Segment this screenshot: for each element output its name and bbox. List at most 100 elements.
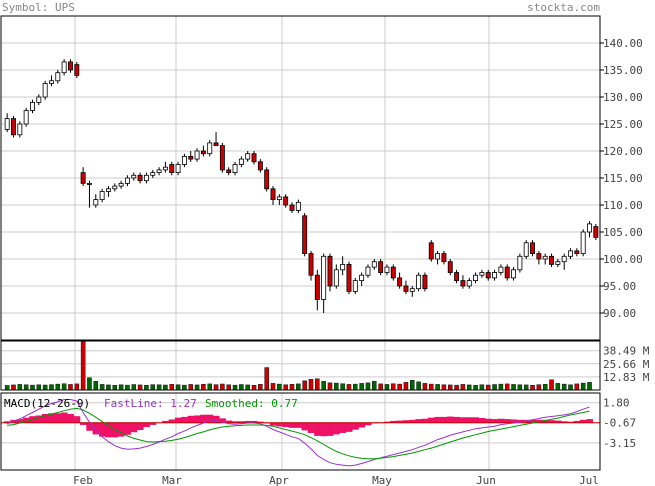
candle xyxy=(213,132,219,146)
candle xyxy=(11,115,16,138)
candle-body xyxy=(340,263,346,271)
volume-bar xyxy=(536,384,542,391)
macd-histogram-bar xyxy=(219,418,226,423)
volume-bar xyxy=(112,385,118,391)
macd-histogram-bar xyxy=(516,419,524,423)
volume-bar xyxy=(391,383,396,391)
price-y-ticks: 140.00 135.00 130.00 125.00 120.00 115.00 110.… xyxy=(600,37,643,320)
volume-bar xyxy=(264,367,269,391)
macd-histogram-bar xyxy=(269,422,277,426)
candle-body xyxy=(295,201,301,211)
panel-frame xyxy=(0,392,601,471)
macd-fastline xyxy=(7,399,590,467)
volume-bar xyxy=(125,384,130,391)
volume-bar xyxy=(296,383,301,391)
volume-bar xyxy=(549,379,554,391)
candle-body xyxy=(17,123,23,136)
candle xyxy=(289,202,295,214)
candle-body xyxy=(232,164,238,173)
candle xyxy=(61,59,67,76)
candle-body xyxy=(245,153,251,160)
candle-body xyxy=(11,118,16,136)
macd-histogram-bar xyxy=(282,422,290,428)
price-tick-label: 100.00 xyxy=(603,253,643,266)
candle-body xyxy=(169,164,175,173)
candle-body xyxy=(473,274,479,282)
price-tick-label: 90.00 xyxy=(603,307,636,320)
macd-histogram-bar xyxy=(314,422,321,436)
panel-frame xyxy=(0,15,601,341)
volume-bar xyxy=(479,384,485,391)
volume-bar xyxy=(542,384,548,391)
macd-histogram-bar xyxy=(136,422,144,431)
macd-histogram-bar xyxy=(447,416,454,423)
candle xyxy=(460,275,466,289)
volume-bar xyxy=(49,384,54,391)
macd-histogram-bar xyxy=(478,418,486,423)
macd-histogram-bar xyxy=(54,413,62,423)
volume-bar xyxy=(156,384,162,391)
candle-body xyxy=(207,142,213,155)
macd-tick-label: -0.67 xyxy=(603,417,636,430)
volume-bar xyxy=(118,384,124,391)
macd-histogram-bar xyxy=(573,420,581,423)
x-tick-label: Jun xyxy=(476,474,496,486)
candle-body xyxy=(511,269,517,279)
candle-body xyxy=(587,223,592,233)
candle xyxy=(485,269,491,281)
candle-body xyxy=(200,150,206,155)
macd-histogram-bar xyxy=(485,418,492,423)
candle xyxy=(403,280,409,295)
price-tick-label: 140.00 xyxy=(603,37,643,50)
volume-bar xyxy=(23,384,29,391)
volume-bar xyxy=(416,381,421,391)
volume-bar xyxy=(485,384,491,391)
volume-bar xyxy=(410,380,415,391)
volume-bar xyxy=(315,378,320,391)
candle-body xyxy=(4,118,10,130)
candle xyxy=(542,253,548,265)
volume-bar xyxy=(327,382,333,391)
volume-bars xyxy=(4,340,592,391)
candle xyxy=(238,156,244,168)
candle xyxy=(561,253,567,270)
price-tick-label: 105.00 xyxy=(603,226,643,239)
volume-bar xyxy=(530,385,535,391)
candle xyxy=(422,272,428,292)
macd-histogram-bar xyxy=(548,420,555,423)
volume-bar xyxy=(460,384,466,391)
candle xyxy=(479,269,485,278)
volume-bar xyxy=(207,383,212,391)
macd-histogram-bar xyxy=(333,422,340,435)
candle-body xyxy=(283,196,289,206)
macd-histogram-bar xyxy=(472,417,480,423)
candle xyxy=(441,250,447,265)
candle-body xyxy=(536,253,542,260)
volume-bar xyxy=(188,384,193,391)
macd-histogram-bar xyxy=(428,417,435,423)
candle xyxy=(30,99,35,114)
macd-histogram-bar xyxy=(244,420,252,423)
candle-body xyxy=(188,155,194,160)
volume-bar xyxy=(80,340,86,391)
candle-body xyxy=(333,269,339,287)
candle-body xyxy=(270,188,276,201)
volume-bar xyxy=(258,384,263,391)
volume-bar xyxy=(447,384,453,391)
price-tick-label: 125.00 xyxy=(603,118,643,131)
macd-histogram-bar xyxy=(105,422,112,438)
volume-bar xyxy=(194,384,200,391)
macd-histogram-bar xyxy=(434,416,442,423)
macd-histogram-bar xyxy=(124,422,131,435)
candle xyxy=(409,286,415,297)
volume-bar xyxy=(498,383,504,391)
candle-body xyxy=(289,204,295,211)
candle-body xyxy=(194,150,200,160)
candle-body xyxy=(131,174,137,179)
candle xyxy=(346,261,352,295)
candle xyxy=(200,145,206,157)
macd-tick-label: -3.15 xyxy=(603,437,636,450)
macd-histogram-bar xyxy=(60,412,68,423)
panel-frames xyxy=(0,15,601,471)
candle xyxy=(175,161,181,176)
